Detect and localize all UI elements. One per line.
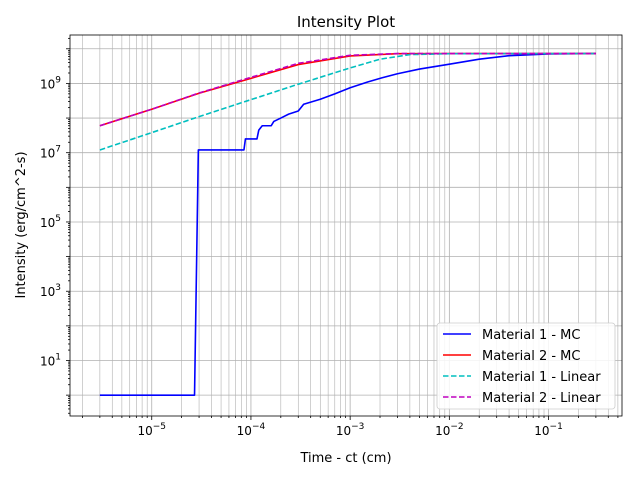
x-axis-label: Time - ct (cm): [299, 451, 391, 466]
legend-label-3: Material 1 - Linear: [482, 370, 601, 385]
legend-label-1: Material 1 - MC: [482, 328, 580, 343]
series-line-1: [99, 52, 596, 396]
chart-title: Intensity Plot: [297, 13, 395, 31]
legend-box: [436, 322, 616, 410]
legend-label-2: Material 2 - MC: [482, 349, 580, 364]
legend-label-4: Material 2 - Linear: [482, 391, 601, 406]
series-line-4: [99, 52, 596, 127]
legend: Material 1 - MC Material 2 - MC Material 1…: [436, 322, 616, 410]
plot-frame: [69, 34, 623, 417]
series-layer: [99, 52, 596, 396]
y-axis-label: Intensity (erg/cm^2-s): [14, 151, 29, 298]
